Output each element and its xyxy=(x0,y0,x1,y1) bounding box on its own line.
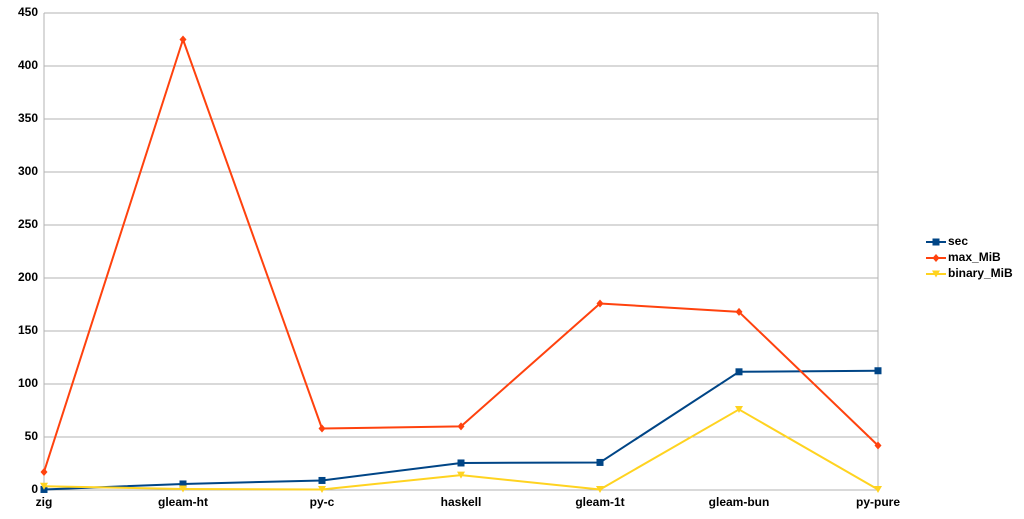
data-point xyxy=(179,35,187,44)
legend-label: sec xyxy=(948,234,968,248)
y-tick-label: 300 xyxy=(18,164,38,178)
x-tick-label: gleam-ht xyxy=(158,495,208,509)
data-point xyxy=(596,458,604,466)
data-point xyxy=(596,299,604,308)
data-point xyxy=(457,459,465,467)
legend-marker xyxy=(932,238,940,246)
data-point xyxy=(735,368,743,376)
y-tick-label: 450 xyxy=(18,5,38,19)
x-tick-label: haskell xyxy=(441,495,482,509)
data-point xyxy=(318,476,326,484)
data-point xyxy=(40,467,48,476)
y-tick-label: 200 xyxy=(18,270,38,284)
legend-label: binary_MiB xyxy=(948,266,1013,280)
y-tick-label: 50 xyxy=(25,429,39,443)
x-tick-label: py-pure xyxy=(856,495,900,509)
x-tick-label: zig xyxy=(36,495,53,509)
data-point xyxy=(874,367,882,375)
data-point xyxy=(874,441,882,450)
x-tick-label: py-c xyxy=(310,495,335,509)
data-point xyxy=(735,307,743,316)
data-point xyxy=(179,480,187,488)
data-point xyxy=(457,471,465,479)
y-tick-label: 400 xyxy=(18,58,38,72)
y-tick-label: 350 xyxy=(18,111,38,125)
data-point xyxy=(318,424,326,433)
x-tick-label: gleam-bun xyxy=(709,495,770,509)
legend-marker xyxy=(932,254,940,262)
data-point xyxy=(735,405,743,413)
y-tick-label: 150 xyxy=(18,323,38,337)
series-line xyxy=(43,38,879,473)
data-point xyxy=(457,422,465,431)
data-point xyxy=(318,485,326,493)
data-point xyxy=(596,485,604,493)
legend-label: max_MiB xyxy=(948,250,1001,264)
x-tick-label: gleam-1t xyxy=(575,495,624,509)
data-point xyxy=(179,485,187,493)
data-point xyxy=(40,482,48,490)
y-tick-label: 100 xyxy=(18,376,38,390)
y-tick-label: 0 xyxy=(31,482,38,496)
data-point xyxy=(874,485,882,493)
legend-marker xyxy=(932,270,940,278)
y-tick-label: 250 xyxy=(18,217,38,231)
